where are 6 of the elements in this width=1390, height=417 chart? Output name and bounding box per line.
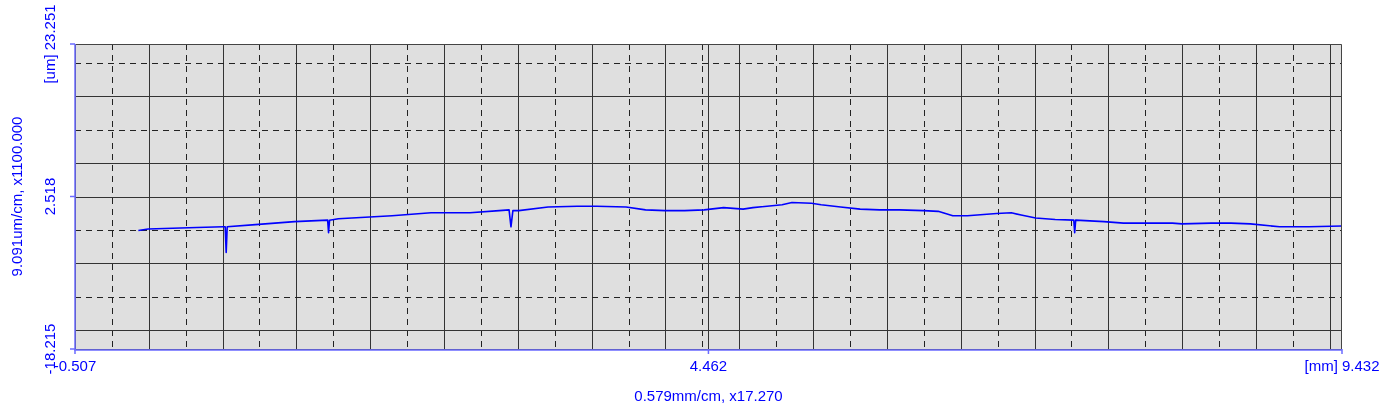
- y-axis-title: 9.091um/cm, x1100.000: [8, 116, 26, 277]
- x-tick-label: [mm] 9.432: [1304, 356, 1380, 374]
- x-tick-label: 4.462: [689, 356, 728, 374]
- y-tick-label: 2.518: [41, 177, 59, 216]
- y-tick-label: [um] 23.251: [41, 4, 59, 84]
- x-axis-title: 0.579mm/cm, x17.270: [634, 386, 783, 404]
